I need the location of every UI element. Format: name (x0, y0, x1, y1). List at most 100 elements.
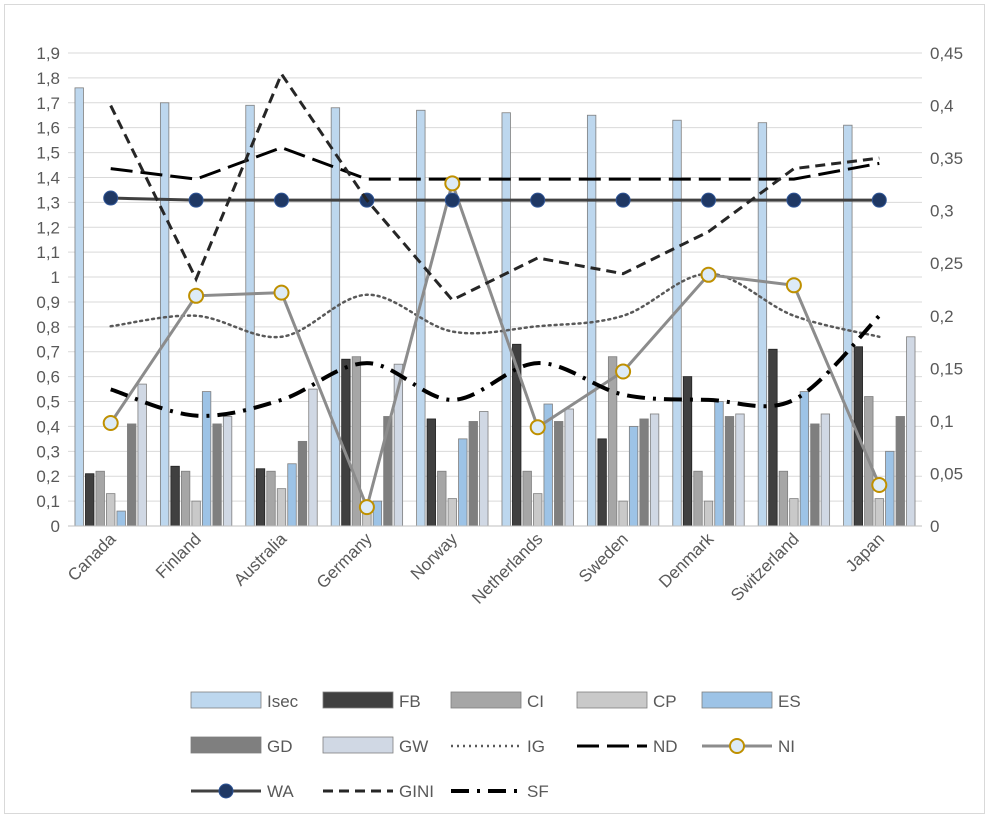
bar-gw-sweden (649, 413, 660, 527)
bar-isec-canada (74, 87, 84, 527)
bar-isec-switzerland (757, 122, 768, 527)
category-label-switzerland: Switzerland (727, 529, 803, 605)
bar-ci-norway (437, 470, 447, 527)
bar-gw-denmark (735, 413, 745, 527)
left-axis-tick-label: 1,4 (36, 168, 60, 187)
left-axis-tick-label: 1,6 (36, 119, 60, 138)
legend-swatch-gw (322, 736, 394, 754)
bar-gw-finland (222, 416, 233, 527)
bar-gd-switzerland (810, 423, 820, 527)
legend-label-es: ES (778, 692, 801, 711)
bar-es-finland (201, 391, 212, 527)
bar-cp-canada (106, 493, 116, 527)
right-axis-tick-label: 0,15 (930, 359, 963, 378)
legend-label-fb: FB (399, 692, 421, 711)
bar-cp-norway (447, 498, 457, 527)
point-ni-germany (358, 499, 375, 516)
legend-label-gd: GD (267, 737, 293, 756)
left-axis-tick-label: 0,2 (36, 467, 60, 486)
legend-swatch-fb (322, 691, 394, 709)
line-series-group (102, 70, 888, 516)
category-label-japan: Japan (842, 529, 888, 575)
bar-es-sweden (628, 426, 639, 527)
legend-swatch-isec (190, 691, 262, 709)
bar-isec-netherlands (501, 112, 511, 527)
bar-fb-switzerland (768, 348, 778, 527)
bar-gd-sweden (639, 418, 649, 527)
right-axis-tick-label: 0,2 (930, 307, 954, 326)
bar-fb-germany (341, 358, 351, 527)
point-wa-netherlands (530, 192, 546, 208)
category-label-denmark: Denmark (655, 529, 718, 592)
point-ni-japan (871, 477, 888, 494)
left-axis-tick-label: 0,8 (36, 318, 60, 337)
bar-cp-sweden (618, 500, 628, 527)
bar-cp-switzerland (789, 498, 799, 527)
bar-es-japan (885, 450, 895, 527)
point-ni-finland (188, 287, 205, 304)
bar-es-denmark (714, 401, 724, 527)
bar-gd-denmark (724, 416, 735, 527)
left-axis-tick-label: 1,1 (36, 243, 60, 262)
legend-label-nd: ND (653, 737, 678, 756)
bar-ci-finland (180, 470, 191, 527)
bar-gd-japan (895, 416, 905, 527)
bar-ci-denmark (693, 470, 703, 527)
left-axis-tick-label: 0,6 (36, 368, 60, 387)
bar-gw-norway (479, 411, 489, 527)
legend-marker-ni (729, 738, 745, 754)
category-label-sweden: Sweden (575, 529, 632, 586)
point-wa-denmark (701, 192, 716, 208)
legend-label-ig: IG (527, 737, 545, 756)
point-ni-netherlands (529, 419, 546, 436)
left-axis-tick-label: 0,7 (36, 343, 60, 362)
line-ni (109, 178, 881, 512)
bar-es-switzerland (799, 391, 810, 527)
line-gini (109, 70, 880, 302)
bar-ci-germany (351, 356, 362, 527)
right-axis-tick-label: 0,4 (930, 97, 954, 116)
point-ni-canada (102, 414, 119, 431)
legend: Isec FB CI CP ES GD GW IG ND NI WA GINI SF (190, 691, 801, 801)
right-axis-tick-label: 0 (930, 517, 939, 536)
point-ni-denmark (700, 266, 717, 283)
category-label-netherlands: Netherlands (468, 529, 546, 607)
line-sf (110, 314, 881, 418)
category-label-norway: Norway (407, 529, 462, 584)
category-label-finland: Finland (152, 529, 205, 582)
bar-ci-sweden (607, 356, 618, 527)
legend-label-gini: GINI (399, 782, 434, 801)
bar-fb-sweden (597, 438, 607, 527)
left-axis-tick-label: 1,2 (36, 218, 60, 237)
point-ni-norway (444, 175, 461, 192)
bar-cp-netherlands (533, 493, 543, 527)
bar-fb-australia (255, 468, 266, 527)
left-axis-tick-label: 0,1 (36, 492, 60, 511)
legend-marker-wa (218, 783, 234, 799)
left-axis-tick-label: 0 (51, 517, 60, 536)
point-wa-japan (871, 192, 887, 208)
point-ni-switzerland (785, 277, 802, 294)
bar-gw-japan (906, 336, 916, 527)
right-axis-tick-label: 0,25 (930, 254, 963, 273)
point-wa-sweden (615, 192, 631, 208)
right-axis-tick-label: 0,05 (930, 464, 963, 483)
bar-es-norway (458, 438, 468, 527)
category-label-canada: Canada (64, 529, 120, 585)
chart: 0 0,1 0,2 0,3 0,4 0,5 0,6 0,7 0,8 0,9 1 1,1 1,2 1,3 1,… (36, 44, 963, 801)
chart-frame: 0 0,1 0,2 0,3 0,4 0,5 0,6 0,7 0,8 0,9 1 1,1 1,2 1,3 1,… (4, 4, 985, 814)
point-wa-switzerland (786, 192, 802, 208)
bar-gw-netherlands (564, 408, 574, 527)
line-nd (110, 146, 880, 181)
legend-label-wa: WA (267, 782, 294, 801)
bar-isec-japan (843, 124, 853, 527)
bar-gd-canada (127, 423, 137, 527)
bar-cp-denmark (703, 500, 714, 527)
legend-label-cp: CP (653, 692, 677, 711)
bar-series-group (74, 87, 916, 527)
right-axis-tick-label: 0,35 (930, 149, 963, 168)
bar-fb-finland (170, 465, 180, 527)
point-wa-canada (103, 190, 119, 206)
bar-cp-australia (276, 488, 287, 527)
bar-gw-australia (308, 388, 318, 527)
